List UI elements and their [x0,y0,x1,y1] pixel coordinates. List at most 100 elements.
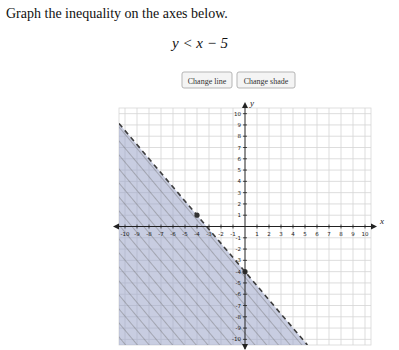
x-tick [269,225,270,229]
grid-line-y [119,124,371,125]
boundary-line [119,124,307,345]
arrow [242,344,248,350]
x-tick-label: 10 [362,231,369,237]
y-tick [243,147,247,148]
y-tick [243,181,247,182]
y-tick-label: 3 [238,190,242,196]
y-tick [243,203,247,204]
y-tick-label: 10 [234,111,241,117]
grid-line-x [329,108,330,345]
y-tick-label: -9 [236,325,242,331]
x-tick [281,225,282,229]
x-tick [185,225,186,229]
grid-line-x [293,108,294,345]
y-tick-label: 4 [238,178,242,184]
x-tick-label: 4 [291,231,295,237]
grid-line-y [119,158,371,159]
x-tick-label: -6 [170,231,176,237]
x-tick-label: 2 [267,231,271,237]
y-tick-label: -4 [236,269,242,275]
x-tick [305,225,306,229]
title: Graph the inequality on the axes below. [6,6,228,21]
y-tick [243,282,247,283]
inequality: y < x − 5 [170,35,229,51]
grid-line-x [317,108,318,345]
y-tick-label: -7 [236,303,242,309]
arrow [113,224,119,230]
x-tick-label: 9 [351,231,355,237]
y-tick-label: 7 [238,145,242,151]
y-tick [243,113,247,114]
grid-line-x [365,108,366,345]
y-tick-label: 9 [238,122,242,128]
button[interactable]: Change line [182,72,232,88]
x-tick-label: 3 [279,231,283,237]
x-tick [209,225,210,229]
y-tick-label: -2 [236,246,241,252]
x-tick [317,225,318,229]
x-tick [161,225,162,229]
x-tick-label: 5 [303,231,307,237]
x-tick [341,225,342,229]
y-tick [243,339,247,340]
y-tick [243,260,247,261]
grid-line-y [119,147,371,148]
y-tick-label: -1 [236,235,241,241]
x-axis-label: x [379,216,384,226]
y-tick-label: -5 [236,280,242,286]
x-tick [137,225,138,229]
y-tick-label: -3 [236,257,242,263]
y-tick [243,237,247,238]
y-tick [243,136,247,137]
button-label[interactable]: Change shade [244,77,289,86]
grid-line-y [119,136,371,137]
x-tick [329,225,330,229]
x-tick [197,225,198,229]
y-tick [243,305,247,306]
grid-line-x [341,108,342,345]
x-tick-label: -3 [206,231,212,237]
y-tick [243,328,247,329]
y-tick-label: 5 [238,167,242,173]
button-frame[interactable] [237,72,295,88]
page: Graph the inequality on the axes below. y… [0,0,399,350]
shaded-region [119,124,307,345]
y-tick-label: 6 [238,156,242,162]
x-tick-label: -10 [121,231,130,237]
y-tick-label: 2 [238,201,242,207]
x-tick-label: 7 [327,231,331,237]
x-tick-label: 6 [315,231,319,237]
x-tick-label: -7 [158,231,164,237]
grid-line-x [281,108,282,345]
button[interactable]: Change shade [237,72,295,88]
grid-line-x [305,108,306,345]
x-tick-label: -4 [194,231,200,237]
y-tick [243,316,247,317]
y-axis-label: y [249,98,254,108]
y-tick [243,170,247,171]
button-frame[interactable] [182,72,232,88]
point [194,213,199,218]
y-tick [243,192,247,193]
x-tick-label: -5 [182,231,188,237]
x-tick-label: 8 [339,231,343,237]
x-tick [221,225,222,229]
x-tick-label: -9 [134,231,140,237]
y-tick [243,271,247,272]
x-tick [293,225,294,229]
y-tick [243,158,247,159]
x-tick [257,225,258,229]
x-tick [233,225,234,229]
y-axis [245,104,246,349]
arrow [371,224,377,230]
shaded-hatch [119,124,307,345]
y-tick-label: 1 [238,212,242,218]
grid-line-x [353,108,354,345]
data-group [119,124,307,345]
x-tick [173,225,174,229]
y-tick-label: 8 [238,133,242,139]
x-tick-label: -2 [218,231,223,237]
y-tick-label: -10 [232,336,241,342]
button-label[interactable]: Change line [188,77,227,86]
y-tick [243,294,247,295]
